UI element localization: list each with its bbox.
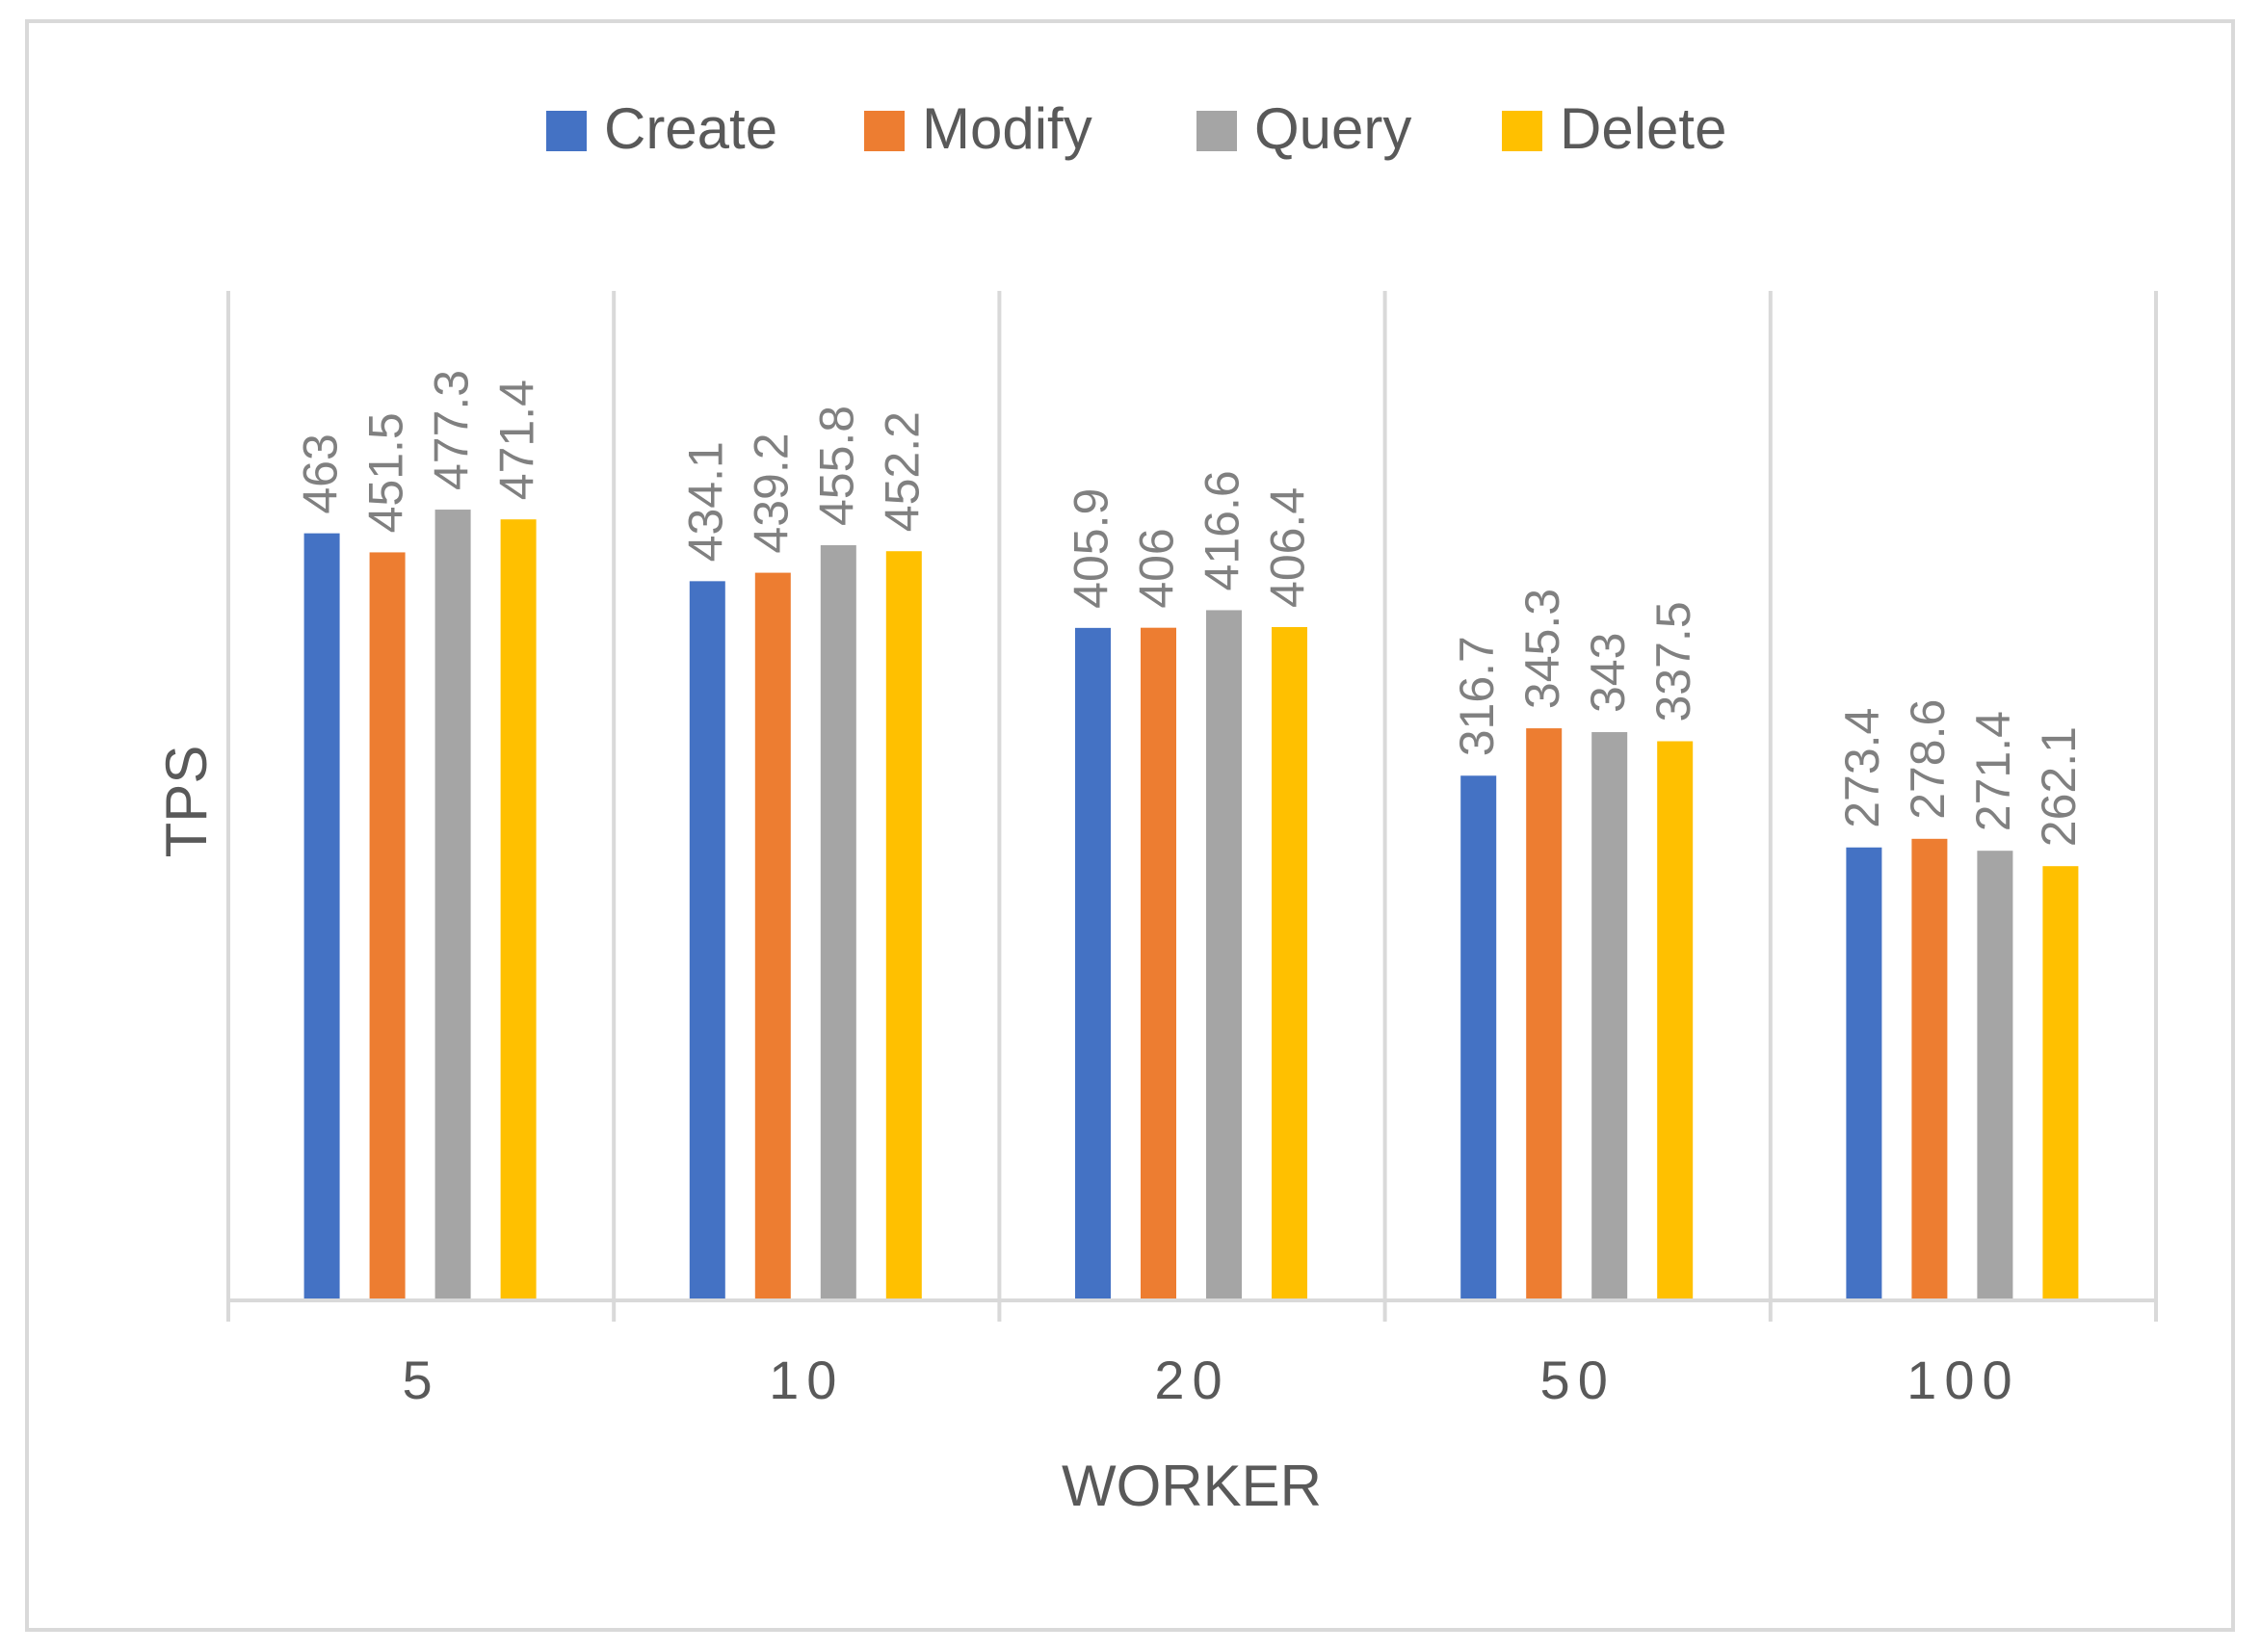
legend-label-modify: Modify: [922, 96, 1092, 161]
bar-delete-50: [1657, 741, 1694, 1300]
bar-create-20: [1075, 627, 1111, 1300]
bar-query-5: [434, 510, 471, 1300]
bar-modify-10: [754, 572, 791, 1300]
data-label-query-100: 271.4: [1966, 711, 2020, 831]
data-label-query-5: 477.3: [424, 370, 478, 490]
data-label-delete-10: 452.2: [876, 411, 930, 532]
data-label-modify-20: 406: [1130, 528, 1184, 608]
data-label-create-100: 273.4: [1835, 708, 1889, 828]
category-separators: [226, 291, 2158, 1300]
legend: Create Modify Query Delete: [546, 96, 1726, 161]
y-axis-title: TPS: [154, 746, 219, 858]
bar-modify-50: [1526, 728, 1563, 1300]
data-label-create-20: 405.9: [1065, 488, 1118, 609]
chart-border: [25, 19, 2235, 1632]
bars: [303, 510, 2079, 1300]
data-label-create-5: 463: [293, 433, 347, 513]
bar-delete-10: [885, 551, 922, 1300]
data-label-delete-50: 337.5: [1646, 601, 1700, 721]
bar-create-50: [1460, 775, 1497, 1300]
x-tick-label-100: 100: [1906, 1350, 2019, 1410]
data-label-modify-10: 439.2: [745, 433, 799, 553]
data-label-query-20: 416.6: [1196, 470, 1249, 590]
data-label-query-10: 455.8: [810, 406, 864, 526]
x-tick-label-50: 50: [1540, 1350, 1616, 1410]
data-label-query-50: 343: [1581, 633, 1635, 713]
data-label-create-10: 434.1: [679, 441, 733, 562]
data-label-modify-100: 278.6: [1901, 699, 1955, 820]
data-label-modify-5: 451.5: [358, 412, 412, 533]
x-tick-label-5: 5: [403, 1350, 440, 1410]
legend-swatch-query: [1196, 111, 1237, 151]
bar-modify-100: [1911, 838, 1948, 1300]
legend-swatch-create: [546, 111, 587, 151]
data-label-modify-50: 345.3: [1515, 589, 1569, 709]
x-tick-label-10: 10: [769, 1350, 844, 1410]
bar-delete-5: [500, 519, 537, 1300]
data-label-delete-100: 262.1: [2032, 726, 2086, 847]
x-tick-label-20: 20: [1154, 1350, 1229, 1410]
x-axis: 5 10 20 50 100: [226, 1298, 2158, 1410]
legend-swatch-delete: [1502, 111, 1542, 151]
bar-create-5: [303, 533, 340, 1300]
legend-label-delete: Delete: [1560, 96, 1726, 161]
data-labels: 463 451.5 477.3 471.4 434.1 439.2 455.8 452.2 40…: [293, 370, 2086, 847]
data-label-delete-20: 406.4: [1261, 487, 1315, 608]
bar-create-10: [689, 581, 725, 1300]
bar-modify-20: [1141, 627, 1176, 1300]
bar-query-100: [1977, 851, 2013, 1300]
bar-delete-100: [2042, 866, 2079, 1300]
bar-create-100: [1846, 847, 1882, 1300]
data-label-create-50: 316.7: [1450, 636, 1504, 756]
bar-delete-20: [1272, 626, 1307, 1300]
legend-label-create: Create: [604, 96, 777, 161]
bar-query-50: [1591, 732, 1628, 1300]
data-label-delete-5: 471.4: [489, 380, 543, 500]
bar-query-20: [1206, 610, 1242, 1300]
legend-label-query: Query: [1254, 96, 1411, 161]
legend-swatch-modify: [864, 111, 905, 151]
bar-query-10: [820, 545, 856, 1300]
bar-modify-5: [369, 552, 406, 1300]
x-axis-title: WORKER: [1062, 1454, 1322, 1518]
